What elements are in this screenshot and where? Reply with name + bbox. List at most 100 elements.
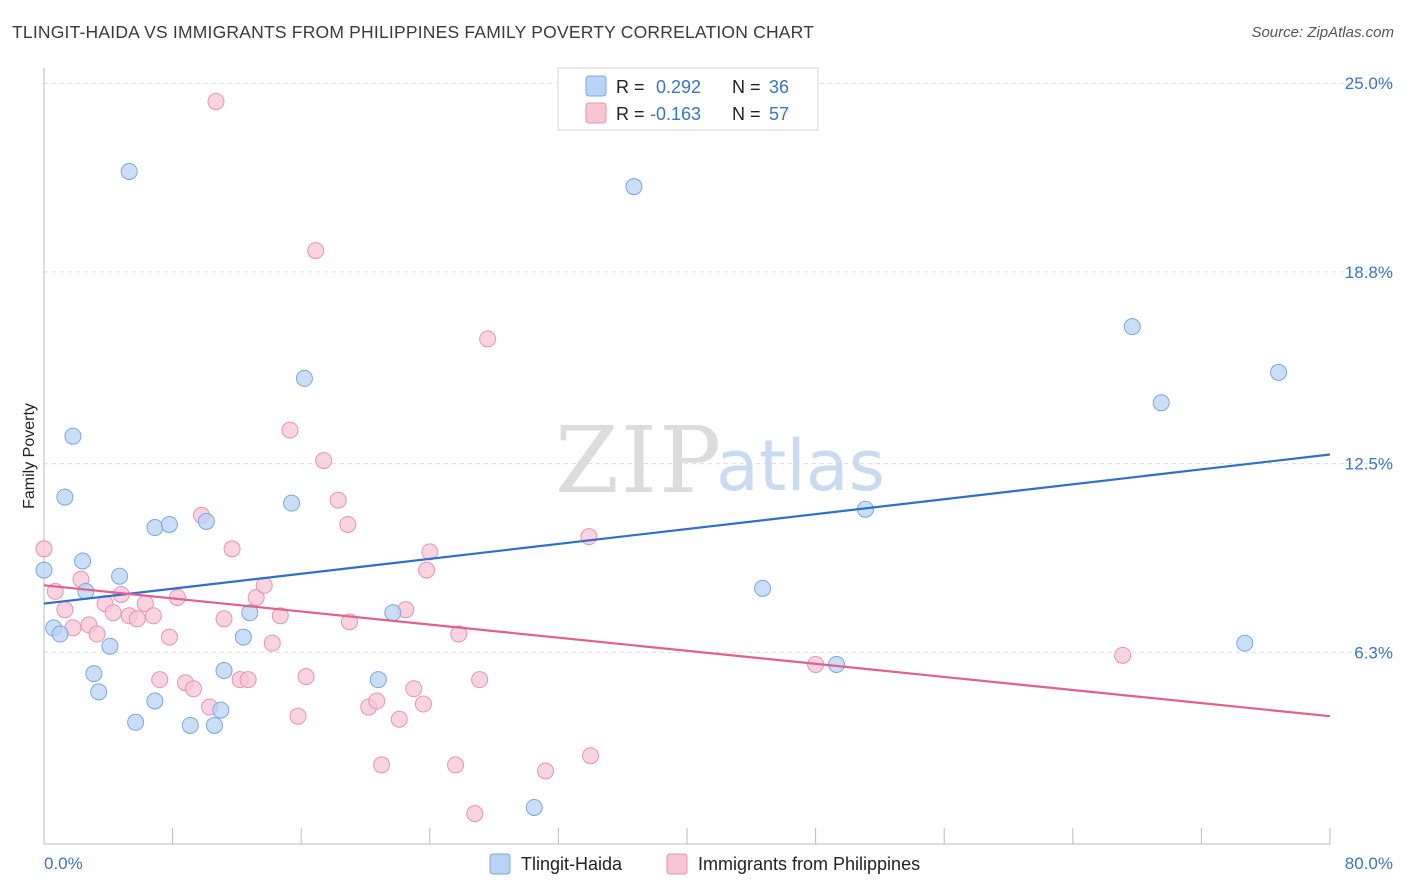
legend-blue-n-label: N = [732, 77, 761, 97]
legend-bottom-pink-label: Immigrants from Philippines [698, 854, 920, 874]
data-point-philippines [447, 756, 465, 774]
data-point-tlingit-haida [120, 162, 138, 180]
x-tick-label: 80.0% [1345, 854, 1393, 873]
legend-pink-r-value: -0.163 [650, 104, 701, 124]
watermark-zip: ZIP [555, 407, 723, 514]
data-point-tlingit-haida [181, 716, 199, 734]
data-point-philippines [329, 491, 347, 509]
data-point-tlingit-haida [212, 701, 230, 719]
data-point-philippines [215, 610, 233, 628]
data-point-philippines [289, 707, 307, 725]
trend-line-philippines [43, 584, 1331, 718]
data-point-tlingit-haida [146, 519, 164, 537]
data-point-tlingit-haida [160, 515, 178, 533]
trend-lines [43, 453, 1331, 718]
data-point-tlingit-haida [241, 604, 259, 622]
data-point-tlingit-haida [754, 579, 772, 597]
data-point-tlingit-haida [205, 716, 223, 734]
source-label: Source: ZipAtlas.com [1251, 24, 1394, 41]
legend-bottom: Tlingit-Haida Immigrants from Philippine… [489, 853, 920, 875]
legend-pink-n-value: 57 [769, 104, 789, 124]
data-point-philippines [537, 762, 555, 780]
chart-title: TLINGIT-HAIDA VS IMMIGRANTS FROM PHILIPP… [12, 22, 815, 42]
legend-top: R = 0.292 N = 36 R = -0.163 N = 57 [557, 67, 819, 131]
data-point-tlingit-haida [215, 662, 233, 680]
data-point-tlingit-haida [283, 494, 301, 512]
series-tlingit-haida [35, 162, 1288, 816]
data-point-philippines [339, 515, 357, 533]
data-point-tlingit-haida [101, 637, 119, 655]
data-point-philippines [466, 805, 484, 823]
data-point-tlingit-haida [111, 567, 129, 585]
y-tick-label: 18.8% [1345, 263, 1393, 282]
data-point-tlingit-haida [56, 488, 74, 506]
data-point-philippines [315, 452, 333, 470]
data-point-philippines [263, 634, 281, 652]
data-point-philippines [479, 330, 497, 348]
data-point-philippines [247, 589, 265, 607]
y-axis-title: Family Poverty [21, 403, 38, 509]
data-point-tlingit-haida [1236, 634, 1254, 652]
data-point-philippines [104, 604, 122, 622]
data-point-tlingit-haida [384, 604, 402, 622]
data-point-tlingit-haida [369, 671, 387, 689]
x-tick-labels: 0.0% 80.0% [44, 854, 1393, 873]
gridlines [44, 82, 1392, 653]
data-point-philippines [1114, 646, 1132, 664]
data-point-tlingit-haida [127, 713, 145, 731]
y-tick-label: 6.3% [1354, 643, 1393, 662]
legend-blue-r-label: R = [616, 77, 645, 97]
data-point-philippines [239, 671, 257, 689]
data-point-philippines [128, 610, 146, 628]
data-point-philippines [144, 607, 162, 625]
data-point-philippines [56, 601, 74, 619]
data-point-tlingit-haida [295, 369, 313, 387]
data-point-tlingit-haida [35, 561, 53, 579]
data-point-philippines [390, 710, 408, 728]
y-tick-label: 12.5% [1345, 455, 1393, 474]
data-point-philippines [297, 668, 315, 686]
data-point-tlingit-haida [51, 625, 69, 643]
legend-pink-r-label: R = [616, 104, 645, 124]
data-point-philippines [450, 625, 468, 643]
legend-bottom-blue-swatch [489, 853, 511, 875]
series-immigrants-philippines [35, 92, 1132, 823]
data-point-philippines [271, 607, 289, 625]
data-point-tlingit-haida [625, 178, 643, 196]
watermark: ZIP atlas [555, 407, 885, 514]
data-point-tlingit-haida [1152, 394, 1170, 412]
data-point-philippines [281, 421, 299, 439]
data-point-philippines [307, 242, 325, 260]
data-point-tlingit-haida [197, 512, 215, 530]
data-point-philippines [223, 540, 241, 558]
y-tick-labels: 6.3% 12.5% 18.8% 25.0% [1345, 74, 1393, 662]
data-point-tlingit-haida [146, 692, 164, 710]
data-point-philippines [160, 628, 178, 646]
data-point-philippines [207, 92, 225, 110]
data-point-tlingit-haida [1123, 318, 1141, 336]
data-point-tlingit-haida [74, 552, 92, 570]
data-point-tlingit-haida [85, 665, 103, 683]
legend-blue-r-value: 0.292 [656, 77, 701, 97]
data-point-philippines [184, 680, 202, 698]
data-point-philippines [414, 695, 432, 713]
data-point-philippines [405, 680, 423, 698]
legend-bottom-pink-swatch [666, 853, 688, 875]
trend-line-tlingit-haida [43, 453, 1331, 605]
data-point-philippines [151, 671, 169, 689]
data-point-philippines [88, 625, 106, 643]
watermark-atlas: atlas [716, 425, 885, 507]
data-point-philippines [35, 540, 53, 558]
legend-pink-swatch [585, 102, 607, 124]
legend-pink-n-label: N = [732, 104, 761, 124]
legend-blue-swatch [585, 75, 607, 97]
data-point-philippines [582, 747, 600, 765]
axes [43, 68, 1331, 845]
data-point-tlingit-haida [234, 628, 252, 646]
data-point-philippines [418, 561, 436, 579]
data-point-tlingit-haida [525, 798, 543, 816]
data-point-tlingit-haida [90, 683, 108, 701]
data-point-philippines [580, 528, 598, 546]
data-point-philippines [368, 692, 386, 710]
